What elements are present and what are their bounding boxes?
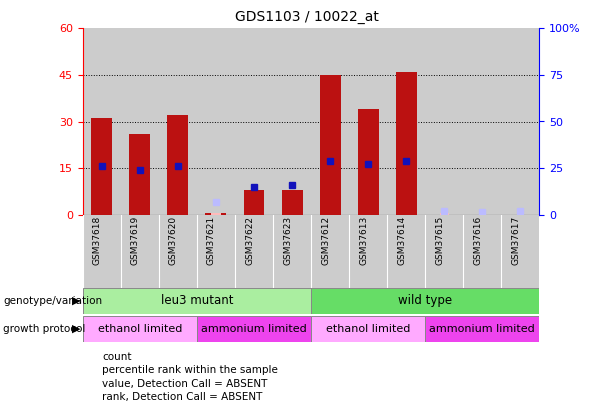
Bar xyxy=(501,215,539,288)
Bar xyxy=(121,28,159,215)
Text: growth protocol: growth protocol xyxy=(3,324,85,334)
Text: GSM37618: GSM37618 xyxy=(93,216,102,265)
Bar xyxy=(211,213,221,215)
Text: GSM37616: GSM37616 xyxy=(473,216,482,265)
Bar xyxy=(387,215,425,288)
Bar xyxy=(273,215,311,288)
Bar xyxy=(311,28,349,215)
Text: GSM37612: GSM37612 xyxy=(321,216,330,265)
Text: ethanol limited: ethanol limited xyxy=(97,324,182,334)
Bar xyxy=(83,316,197,342)
Bar xyxy=(159,215,197,288)
Text: GSM37613: GSM37613 xyxy=(359,216,368,265)
Bar xyxy=(281,190,303,215)
Bar xyxy=(129,134,150,215)
Bar xyxy=(358,109,379,215)
Bar xyxy=(273,28,311,215)
Bar xyxy=(425,28,463,215)
Bar xyxy=(463,28,501,215)
Text: count: count xyxy=(102,352,132,362)
Text: ▶: ▶ xyxy=(72,296,81,306)
Bar xyxy=(243,190,264,215)
Bar xyxy=(235,28,273,215)
Text: GSM37614: GSM37614 xyxy=(397,216,406,265)
Bar xyxy=(205,213,226,215)
Text: GSM37615: GSM37615 xyxy=(435,216,444,265)
Bar xyxy=(425,316,539,342)
Text: genotype/variation: genotype/variation xyxy=(3,296,102,306)
Bar xyxy=(197,215,235,288)
Bar xyxy=(311,288,539,314)
Bar xyxy=(83,215,121,288)
Bar xyxy=(311,316,425,342)
Text: ethanol limited: ethanol limited xyxy=(326,324,410,334)
Bar xyxy=(349,28,387,215)
Text: ammonium limited: ammonium limited xyxy=(201,324,307,334)
Text: wild type: wild type xyxy=(398,294,452,307)
Text: percentile rank within the sample: percentile rank within the sample xyxy=(102,365,278,375)
Text: rank, Detection Call = ABSENT: rank, Detection Call = ABSENT xyxy=(102,392,263,402)
Bar xyxy=(167,115,188,215)
Bar xyxy=(387,28,425,215)
Text: ▶: ▶ xyxy=(72,324,81,334)
Bar xyxy=(197,316,311,342)
Text: value, Detection Call = ABSENT: value, Detection Call = ABSENT xyxy=(102,379,268,388)
Bar xyxy=(197,28,235,215)
Bar xyxy=(319,75,341,215)
Text: GSM37617: GSM37617 xyxy=(511,216,520,265)
Bar xyxy=(83,288,311,314)
Text: GSM37620: GSM37620 xyxy=(169,216,178,265)
Text: GSM37621: GSM37621 xyxy=(207,216,216,265)
Bar xyxy=(311,215,349,288)
Text: leu3 mutant: leu3 mutant xyxy=(161,294,233,307)
Text: GSM37619: GSM37619 xyxy=(131,216,140,265)
Bar xyxy=(121,215,159,288)
Bar xyxy=(440,213,449,215)
Bar xyxy=(425,215,463,288)
Bar xyxy=(501,28,539,215)
Bar xyxy=(91,118,112,215)
Text: GDS1103 / 10022_at: GDS1103 / 10022_at xyxy=(235,10,378,24)
Bar xyxy=(235,215,273,288)
Bar xyxy=(83,28,121,215)
Text: ammonium limited: ammonium limited xyxy=(430,324,535,334)
Bar xyxy=(349,215,387,288)
Bar xyxy=(463,215,501,288)
Text: GSM37622: GSM37622 xyxy=(245,216,254,265)
Text: GSM37623: GSM37623 xyxy=(283,216,292,265)
Bar xyxy=(159,28,197,215)
Bar xyxy=(396,72,417,215)
